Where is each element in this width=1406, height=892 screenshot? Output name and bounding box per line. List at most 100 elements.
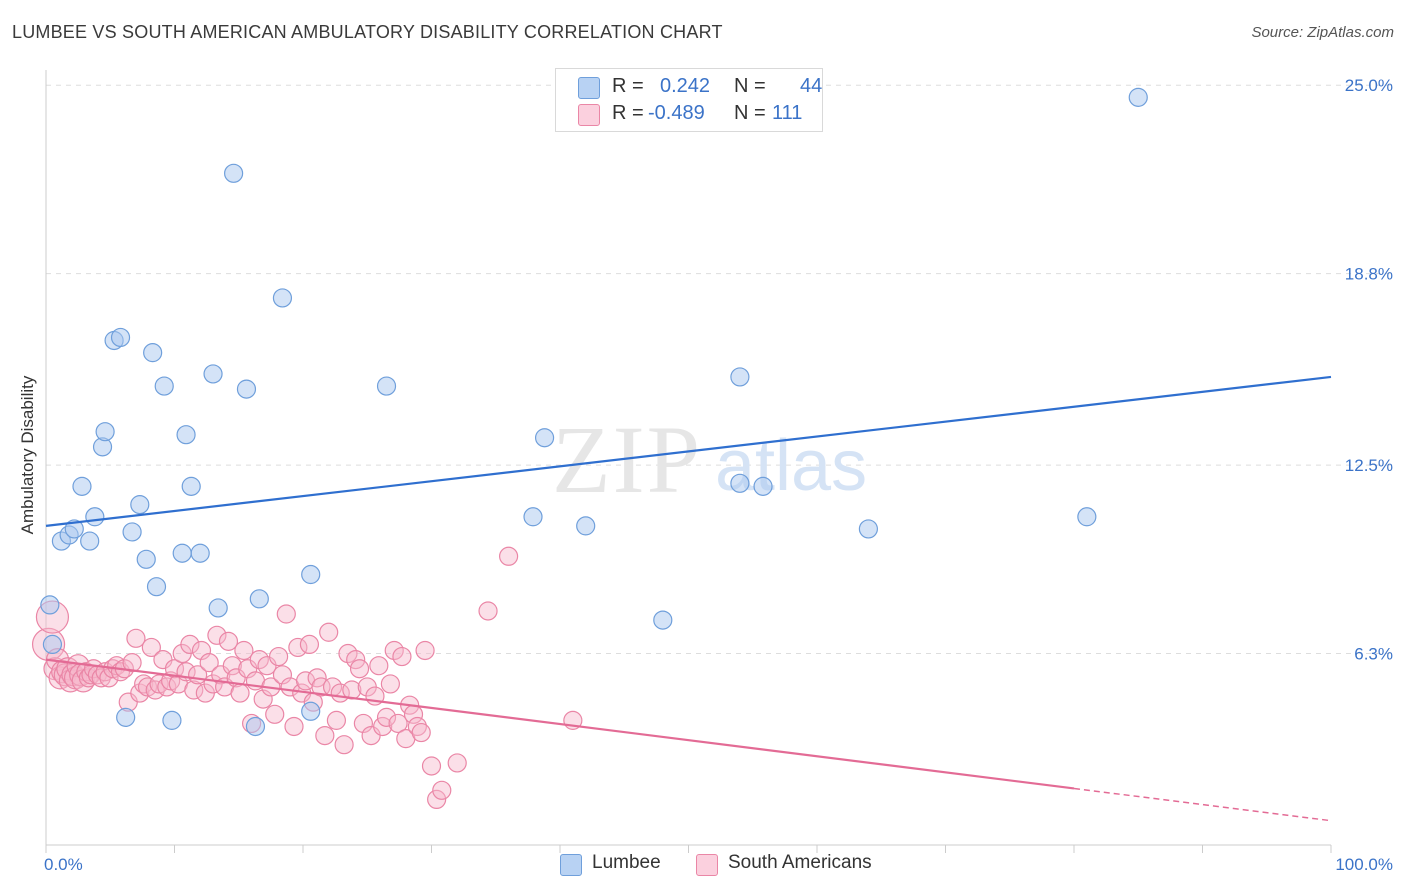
south-americans-point [376,707,397,727]
stats-row-lumbee: R = 0.242 N = 44 [556,75,822,101]
south-americans-trend-line [45,658,1075,790]
south-americans-point [253,689,273,709]
south-americans-point [234,640,254,661]
south-americans-point [353,713,373,734]
r-label: R = [612,75,644,97]
lumbee-trend-line [45,375,1332,527]
south-americans-point [392,646,412,667]
stats-row-south-americans: R = -0.489 N = 111 [556,102,822,128]
lumbee-point [122,522,142,542]
lumbee-point [301,701,321,721]
lumbee-point [653,610,673,630]
south-americans-point [137,677,158,697]
south-americans-point [349,659,370,679]
grid-lines [46,84,1392,655]
correlation-stats-box: R = 0.242 N = 44 R = -0.489 N = 111 [555,68,823,132]
south-americans-point [191,640,212,661]
lumbee-point [730,473,750,493]
south-americans-point [284,716,304,737]
lumbee-point [116,707,136,727]
south-americans-points [31,546,583,810]
south-americans-point [149,674,169,694]
lumbee-swatch [578,77,600,99]
south-americans-point [427,789,447,810]
south-americans-point [122,653,142,673]
lumbee-point [181,476,201,496]
lumbee-point [85,507,105,527]
y-tick-label: 12.5% [1345,456,1393,475]
south-americans-point [164,659,185,679]
source-label: Source: ZipAtlas.com [1251,24,1394,41]
south-americans-point [380,674,400,694]
r-value-lumbee: 0.242 [660,75,711,97]
legend-label-south-americans: South Americans [728,852,872,873]
lumbee-point [534,428,555,448]
n-label: N = [734,102,766,124]
lumbee-point [203,364,223,384]
south-americans-point [199,653,219,673]
lumbee-point [730,367,750,387]
south-americans-point [499,546,519,566]
south-americans-point [447,753,467,773]
lumbee-point [523,507,543,527]
south-americans-point [478,601,498,621]
lumbee-point [224,163,244,183]
south-americans-point [411,722,431,743]
south-americans-point [268,646,289,667]
r-value-south-americans: -0.489 [648,102,705,124]
lumbee-point [143,343,163,363]
lumbee-point [162,710,182,730]
south-americans-point [326,710,347,730]
lumbee-point [176,425,196,445]
tick-labels: 6.3% 12.5% 18.8% 25.0% 0.0% 100.0% [44,76,1393,874]
south-americans-point [184,680,204,700]
x-tick-label: 100.0% [1335,855,1393,874]
lumbee-point [1077,507,1097,527]
south-americans-point [288,637,308,658]
lumbee-legend-swatch [560,854,582,876]
south-americans-point [315,725,335,746]
axes [45,70,1332,853]
lumbee-point [245,716,266,737]
lumbee-point [146,577,167,597]
trend-lines [45,375,1332,822]
south-americans-point [230,683,250,703]
south-americans-point [369,656,389,676]
south-americans-point [180,634,200,655]
lumbee-point [40,595,60,615]
south-americans-point [249,650,269,670]
x-tick-label: 0.0% [44,855,83,874]
south-americans-point [432,780,452,800]
lumbee-point [190,543,210,563]
south-americans-point [126,628,146,648]
south-americans-trend-extension [1073,787,1332,822]
n-label: N = [734,75,766,97]
lumbee-point [376,376,397,396]
south-americans-point [141,637,161,658]
lumbee-point [42,634,63,655]
south-americans-point [272,665,293,685]
lumbee-point [110,327,131,348]
south-americans-point [311,677,331,697]
lumbee-point [172,543,192,563]
lumbee-point [249,589,269,609]
south-americans-point [338,643,358,664]
legend-label-lumbee: Lumbee [592,852,661,873]
south-americans-point [319,622,339,642]
y-tick-label: 6.3% [1354,645,1393,664]
lumbee-point [64,519,84,539]
lumbee-point [208,598,228,618]
lumbee-point [95,422,115,442]
south-americans-point [218,631,239,651]
south-americans-point [276,604,296,624]
lumbee-point [130,495,150,515]
south-americans-swatch [578,104,600,126]
lumbee-point [858,519,879,539]
south-americans-point [415,640,435,661]
south-americans-point [265,704,285,724]
lumbee-point [154,376,174,396]
south-americans-point [421,756,442,776]
south-americans-legend-swatch [696,854,718,876]
lumbee-point [136,549,156,569]
